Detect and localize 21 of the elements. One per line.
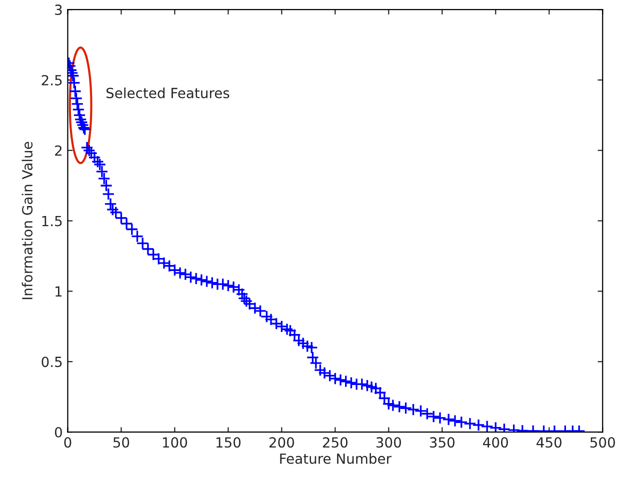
x-tick-label: 200 (269, 437, 294, 448)
x-tick-label: 50 (113, 437, 130, 448)
x-tick-label: 100 (162, 437, 188, 448)
x-tick-label: 400 (483, 437, 508, 448)
x-tick-label: 450 (536, 437, 562, 448)
x-tick-label: 500 (590, 437, 615, 448)
x-tick-label: 0 (64, 437, 72, 448)
y-axis-title: Information Gain Value (22, 142, 33, 300)
y-tick-label: 0.5 (42, 356, 62, 368)
y-tick-label: 1.5 (42, 216, 62, 226)
x-tick-label: 300 (376, 437, 401, 448)
x-axis-title: Feature Number (280, 453, 392, 464)
y-tick-label: 0 (54, 427, 62, 438)
y-tick-label: 3 (55, 4, 62, 16)
y-tick-label: 2 (55, 145, 62, 156)
y-tick-label: 2.5 (42, 74, 62, 86)
annotation: Selected Features (106, 88, 230, 98)
y-tick-label: 1 (56, 286, 62, 297)
x-tick-label: 350 (430, 437, 454, 448)
x-tick-label: 250 (322, 437, 348, 448)
x-tick-label: 150 (216, 437, 241, 448)
